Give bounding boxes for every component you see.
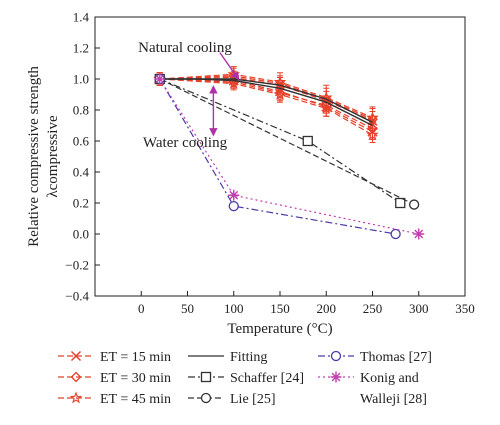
- series-line: [159, 78, 373, 127]
- legend-item: ET = 30 min: [58, 371, 171, 386]
- legend-label: ET = 30 min: [100, 371, 171, 386]
- y-tick-label: 0.0: [73, 227, 89, 242]
- x-tick-label: 100: [224, 301, 244, 316]
- legend-item: Fitting: [188, 350, 267, 365]
- annotation-label: Water cooling: [143, 135, 228, 151]
- annotation-label: Natural cooling: [138, 40, 232, 56]
- legend-item: Konig and Walleji [28]: [318, 371, 427, 407]
- data-point: [228, 189, 240, 201]
- x-tick-label: 250: [363, 301, 383, 316]
- x-tick-label: 300: [409, 301, 429, 316]
- data-point: [390, 228, 401, 240]
- y-tick-label: 0.4: [73, 165, 90, 180]
- y-axis-title: Relative compressive strength: [26, 66, 42, 247]
- plot-border: [94, 16, 466, 297]
- legend-item: ET = 45 min: [58, 391, 171, 407]
- data-point: [273, 87, 287, 100]
- legend-label: Fitting: [230, 350, 267, 365]
- legend-label: Lie [25]: [230, 392, 275, 407]
- x-tick-label: 350: [455, 301, 475, 316]
- legend-label: Konig and: [360, 371, 419, 386]
- legend-marker: [200, 371, 212, 383]
- y-tick-label: 0.6: [73, 134, 90, 149]
- legend-label: ET = 45 min: [100, 392, 171, 407]
- legend-item: Thomas [27]: [318, 350, 432, 365]
- legend-item: Lie [25]: [188, 392, 275, 407]
- data-point: [273, 75, 287, 88]
- data-point: [408, 199, 420, 210]
- data-point: [395, 197, 406, 209]
- data-point: [366, 111, 379, 124]
- legend-marker: [69, 391, 83, 404]
- y-tick-label: −0.2: [65, 258, 89, 273]
- x-tick-label: 150: [270, 301, 290, 316]
- legend: ET = 15 min ET = 30 min ET = 45 min Fitting…: [58, 350, 432, 407]
- data-point: [227, 77, 241, 90]
- data-point: [228, 200, 239, 212]
- annotation-layer: Natural cooling Water cooling: [138, 40, 240, 151]
- series-fitting: [159, 78, 373, 127]
- y-axis-subtitle: λcompressive: [45, 115, 61, 198]
- data-point: [366, 128, 379, 141]
- legend-label: ET = 15 min: [100, 350, 171, 365]
- x-tick-label: 50: [181, 301, 194, 316]
- series-layer: [153, 66, 425, 240]
- y-tick-label: 0.8: [73, 103, 89, 118]
- series-line: [159, 78, 415, 206]
- y-tick-label: 1.2: [73, 41, 89, 56]
- y-tick-label: 1.0: [73, 72, 89, 87]
- legend-marker: [70, 350, 82, 362]
- legend-label: Walleji [28]: [360, 392, 427, 407]
- legend-label: Schaffer [24]: [230, 371, 304, 386]
- y-tick-label: 0.2: [73, 196, 89, 211]
- data-point: [154, 73, 166, 85]
- legend-item: Schaffer [24]: [188, 371, 304, 386]
- plot-frame: [94, 16, 466, 297]
- series-line: [159, 78, 419, 235]
- legend-marker: [330, 371, 342, 383]
- data-point: [319, 101, 333, 114]
- legend-label: Thomas [27]: [360, 350, 432, 365]
- data-point: [302, 135, 313, 147]
- annotation-arrow: [219, 52, 240, 81]
- x-axis-title: Temperature (°C): [227, 321, 332, 337]
- series-konig-and-walleji-28: [154, 73, 425, 240]
- y-tick-label: −0.4: [65, 289, 89, 304]
- y-axis-ticks: −0.4 −0.2 0.0 0.2 0.4 0.6 0.8 1.0 1.2 1.4: [65, 10, 100, 304]
- legend-marker: [70, 371, 82, 383]
- legend-marker: [330, 350, 342, 362]
- legend-item: ET = 15 min: [58, 350, 171, 365]
- series-line: [159, 78, 396, 235]
- series-line: [159, 78, 373, 124]
- legend-marker: [200, 392, 212, 404]
- data-point: [413, 228, 425, 240]
- series-et-45-min: [153, 66, 379, 130]
- y-tick-label: 1.4: [73, 10, 90, 25]
- x-tick-label: 0: [138, 301, 145, 316]
- x-tick-label: 200: [317, 301, 337, 316]
- x-axis-ticks: 0 50 100 150 200 250 300 350: [138, 291, 475, 316]
- series-fitting: [159, 78, 373, 124]
